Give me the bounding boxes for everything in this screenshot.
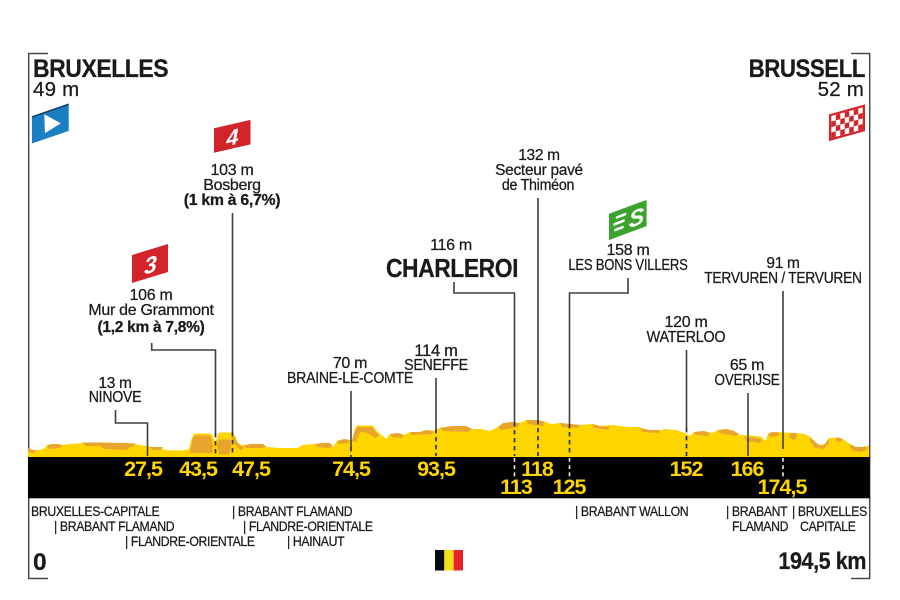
svg-text:3: 3 [144, 250, 157, 279]
svg-text:S: S [629, 202, 644, 234]
svg-text:4: 4 [225, 124, 239, 152]
